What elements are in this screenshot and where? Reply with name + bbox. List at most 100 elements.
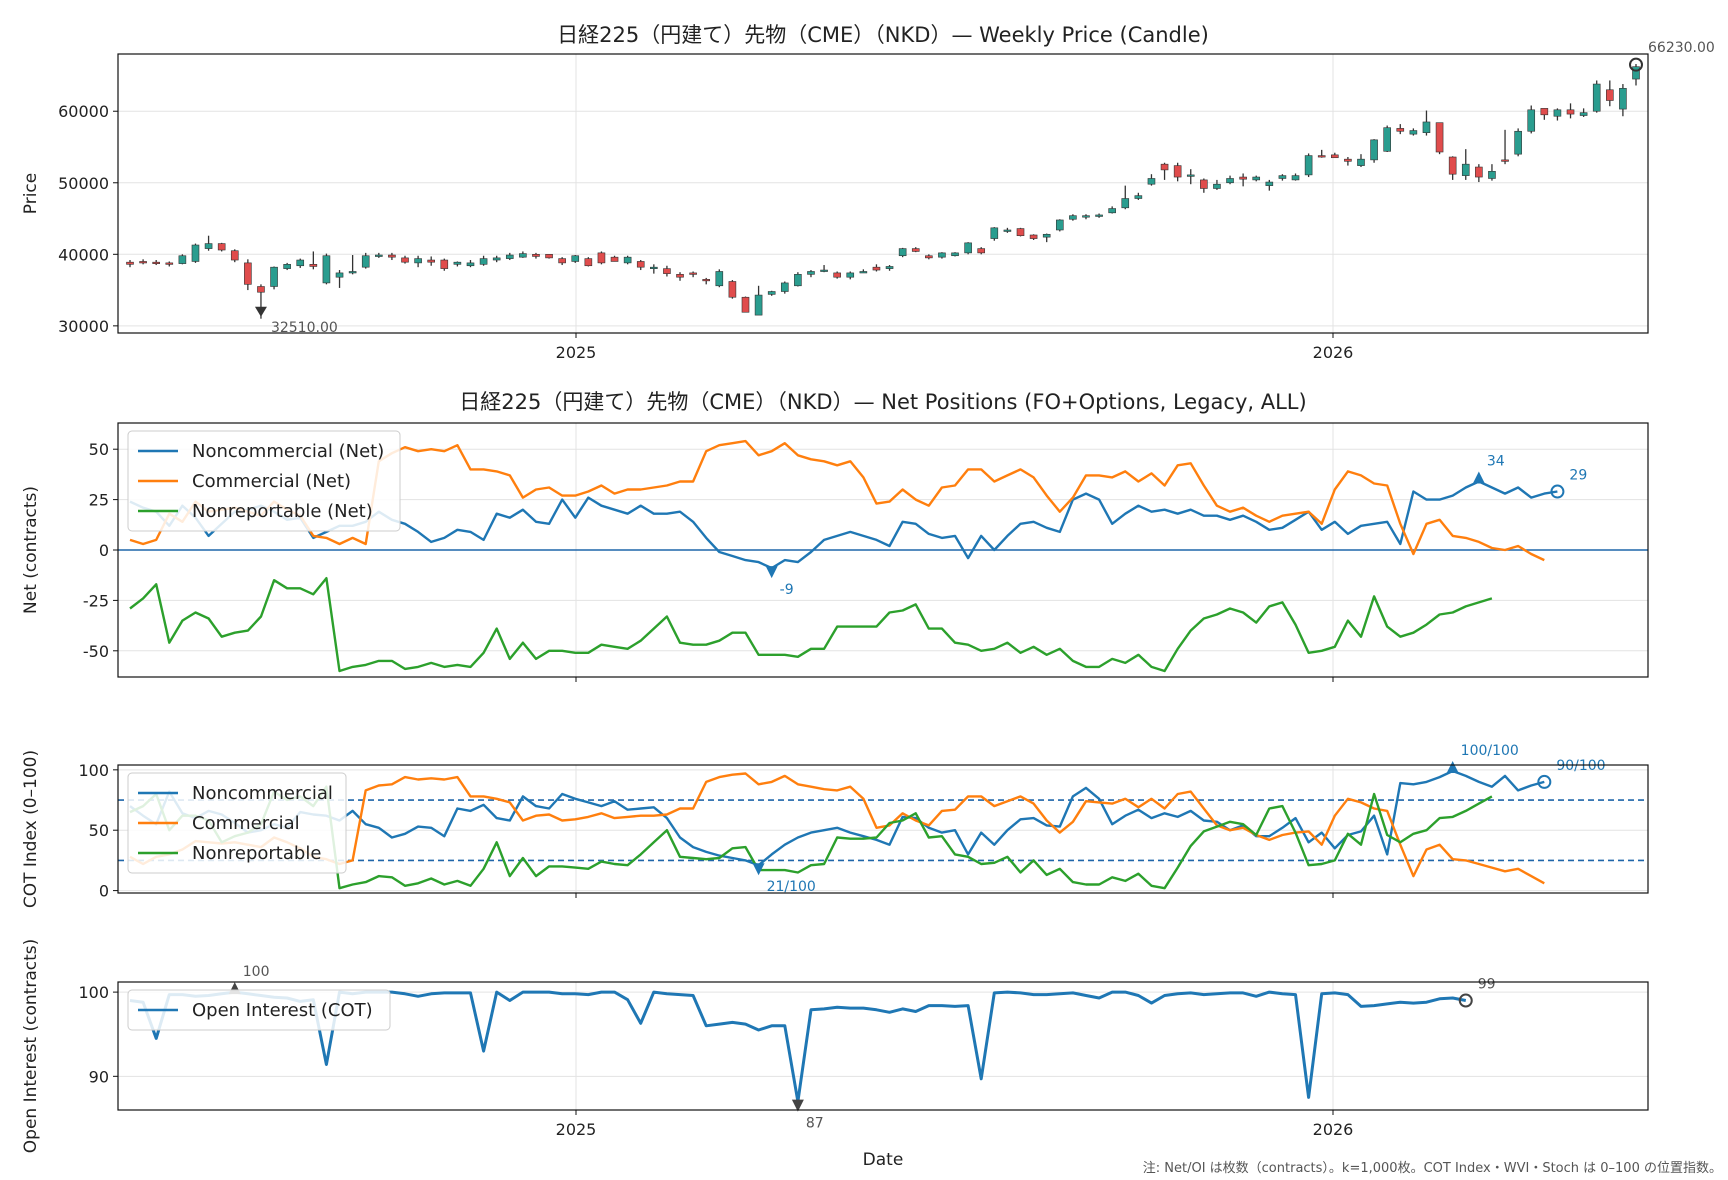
- candle-body: [1579, 112, 1588, 116]
- candle-body: [322, 255, 331, 284]
- y-tick-label: 30000: [58, 317, 109, 336]
- y-tick-label: 0: [99, 882, 109, 901]
- annotation-label: 32510.00: [271, 320, 338, 336]
- candle-body: [204, 243, 213, 249]
- min-marker: [254, 306, 267, 317]
- candle-body: [951, 252, 959, 257]
- last-marker: [1629, 57, 1643, 72]
- y-axis-label: Net (contracts): [21, 486, 41, 614]
- candle-body: [1108, 208, 1116, 214]
- legend-entry: Open Interest (COT): [192, 1000, 373, 1021]
- x-tick-label: 2026: [1313, 1120, 1354, 1139]
- candle-body: [1016, 228, 1025, 237]
- candle-body: [820, 269, 828, 272]
- y-tick-label: -50: [83, 642, 109, 661]
- candle-body: [1317, 155, 1326, 158]
- y-tick-label: -25: [83, 591, 109, 610]
- panel-title: 日経225（円建て）先物（CME）（NKD）— Weekly Price (Ca…: [557, 23, 1209, 47]
- candle-body: [492, 257, 501, 261]
- y-tick-label: 100: [78, 983, 109, 1002]
- legend: Noncommercial (Net) Commercial (Net) Nonre…: [127, 430, 401, 532]
- legend-frame: [127, 430, 401, 532]
- candle-body: [780, 282, 789, 292]
- candle-body: [545, 254, 553, 259]
- candle-body: [361, 255, 370, 268]
- candle-body: [1134, 195, 1143, 199]
- candle-body: [1475, 166, 1483, 178]
- y-tick-label: 90: [89, 1067, 109, 1086]
- candle-body: [1029, 234, 1038, 239]
- annotation-label: 21/100: [767, 879, 816, 895]
- candle-body: [466, 262, 475, 267]
- candle-body: [938, 252, 946, 258]
- y-axis-label: COT Index (0–100): [21, 750, 41, 908]
- last-marker: [1537, 774, 1552, 789]
- max-marker: [1446, 761, 1459, 774]
- min-marker: [752, 863, 765, 876]
- y-tick-label: 50: [89, 440, 109, 459]
- candle-body: [335, 272, 344, 278]
- candle-body: [309, 264, 318, 267]
- y-tick-label: 50000: [58, 174, 109, 193]
- candle-body: [1501, 159, 1509, 162]
- candle-body: [807, 271, 815, 275]
- candle-body: [427, 259, 436, 263]
- candle-body: [964, 242, 972, 254]
- y-tick-label: 100: [78, 761, 109, 780]
- candle-body: [1527, 109, 1536, 132]
- candle-body: [702, 279, 711, 282]
- candle-body: [1121, 198, 1130, 209]
- legend-entry: Commercial (Net): [192, 471, 351, 492]
- candle-body: [152, 261, 160, 264]
- panel-title: 日経225（円建て）先物（CME）（NKD）— Net Positions (F…: [459, 390, 1306, 414]
- candle-body: [767, 291, 776, 295]
- candle-body: [754, 294, 763, 316]
- candle-body: [925, 255, 933, 259]
- legend-entry: Noncommercial (Net): [192, 441, 384, 462]
- y-tick-label: 0: [99, 541, 109, 560]
- y-axis-label: Price: [21, 173, 41, 214]
- candle-body: [1383, 127, 1391, 152]
- x-tick-label: 2025: [556, 343, 597, 362]
- legend: Open Interest (COT): [127, 989, 391, 1031]
- candle-body: [375, 254, 383, 257]
- candle-body: [230, 250, 239, 261]
- candle-body: [846, 272, 855, 278]
- candle-body: [1226, 178, 1234, 184]
- panel-cot: 100 50 0 COT Index (0–100) 21/100 100/100 90/1…: [21, 743, 1649, 908]
- candle-body: [1422, 121, 1431, 133]
- candle-body: [1553, 109, 1562, 117]
- candle-body: [689, 272, 697, 275]
- candle-body: [1147, 178, 1156, 185]
- candle-body: [440, 259, 449, 269]
- legend-entry: Nonreportable (Net): [192, 501, 373, 522]
- x-axis-label: Date: [863, 1150, 904, 1170]
- candle-body: [728, 281, 737, 298]
- last-marker: [1458, 993, 1473, 1008]
- candle-body: [1409, 130, 1418, 135]
- candle-body: [1082, 215, 1090, 218]
- axes-frame: [117, 981, 1649, 1111]
- candle-body: [532, 254, 540, 257]
- min-marker: [791, 1099, 804, 1112]
- x-tick-label: 2026: [1313, 343, 1354, 362]
- candle-body: [1435, 122, 1444, 153]
- series-line-nonreportable: [129, 577, 1493, 673]
- candle-body: [1173, 165, 1182, 178]
- candle-body: [1042, 233, 1051, 238]
- candle-body: [794, 274, 802, 287]
- candle-body: [741, 296, 750, 313]
- candle-body: [977, 248, 986, 254]
- candle-body: [1331, 154, 1339, 159]
- candle-body: [178, 255, 187, 264]
- y-tick-label: 25: [89, 491, 109, 510]
- annotation-label: 34: [1487, 453, 1505, 469]
- y-tick-label: 60000: [58, 102, 109, 121]
- annotation-label: 29: [1569, 468, 1587, 484]
- annotation-label: 100: [243, 964, 270, 980]
- annotation-label: 66230.00: [1648, 40, 1715, 56]
- legend-entry: Nonreportable: [192, 843, 321, 864]
- candle-body: [1186, 174, 1195, 177]
- axes-frame: [117, 422, 1649, 678]
